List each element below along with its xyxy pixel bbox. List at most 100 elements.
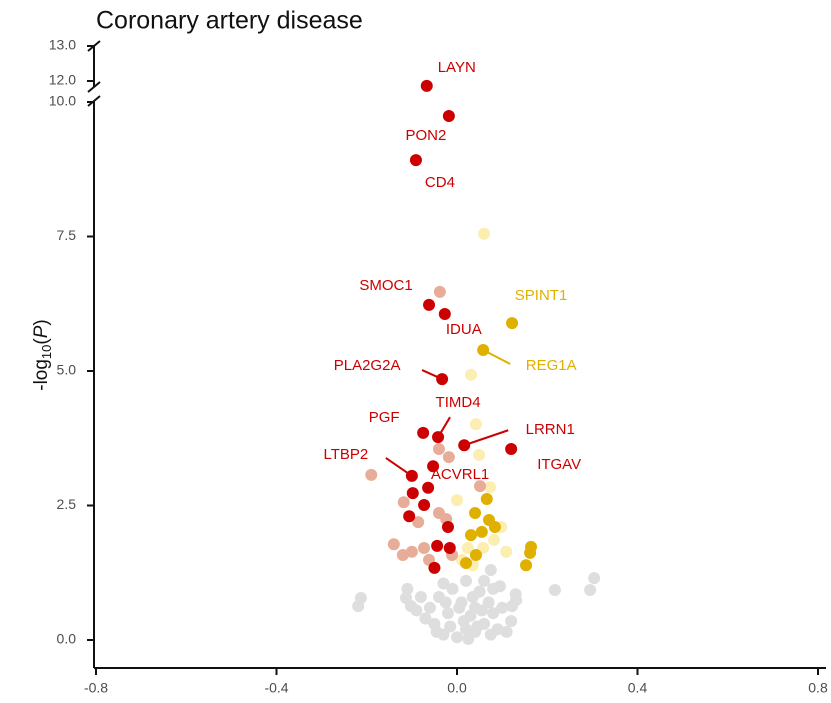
point (441, 607, 454, 620)
point (466, 590, 479, 603)
point (401, 582, 414, 595)
point-label: LRRN1 (526, 421, 575, 438)
point (462, 632, 475, 645)
point (473, 448, 486, 461)
point-label: PLA2G2A (334, 357, 401, 374)
point (418, 498, 431, 511)
point (437, 577, 450, 590)
point (403, 510, 416, 523)
point-label: PGF (369, 409, 400, 426)
point (432, 443, 445, 456)
y-tick-label: 0.0 (57, 631, 77, 647)
point (414, 590, 427, 603)
point (524, 546, 537, 559)
point (428, 561, 441, 574)
point (442, 109, 455, 122)
point (453, 601, 466, 614)
point (588, 572, 601, 585)
x-tick-label: 0.8 (808, 680, 828, 696)
point (484, 564, 497, 577)
point (464, 529, 477, 542)
point (438, 307, 451, 320)
point (460, 557, 473, 570)
point (483, 481, 496, 494)
point (487, 607, 500, 620)
point (505, 443, 518, 456)
point (446, 582, 459, 595)
y-label-part: ) (31, 319, 52, 325)
point (488, 521, 501, 534)
point (482, 596, 495, 609)
x-tick-label: 0.0 (447, 680, 467, 696)
point (488, 533, 501, 546)
point (496, 601, 509, 614)
point (419, 612, 432, 625)
point (443, 542, 456, 555)
point-label: SPINT1 (515, 287, 568, 304)
point (387, 538, 400, 551)
point (406, 487, 419, 500)
point (469, 507, 482, 520)
point (444, 620, 457, 633)
leader-line (463, 429, 509, 447)
x-tick-label: -0.8 (84, 680, 108, 696)
point (475, 604, 488, 617)
point (505, 615, 518, 628)
point (441, 521, 454, 534)
point-label: PON2 (405, 127, 446, 144)
point-label: IDUA (446, 321, 482, 338)
point (431, 539, 444, 552)
point (427, 460, 440, 473)
y-tick-label: 12.0 (49, 72, 76, 88)
point-label: CD4 (425, 174, 455, 191)
point (404, 600, 417, 613)
point (433, 285, 446, 298)
point (484, 628, 497, 641)
y-tick-label: 13.0 (49, 37, 76, 53)
point (500, 625, 513, 638)
point (423, 298, 436, 311)
y-label-part: -log (31, 359, 52, 391)
point (478, 574, 491, 587)
leader-line (421, 369, 443, 380)
axis-break (87, 81, 101, 93)
point (418, 542, 431, 555)
point (451, 494, 463, 507)
point (420, 79, 433, 92)
point (480, 493, 493, 506)
y-label-part: ( (31, 338, 52, 345)
point-label: ITGAV (537, 456, 581, 473)
point (365, 468, 378, 481)
leader-line (482, 349, 511, 365)
point (397, 496, 410, 509)
leader-line (385, 457, 413, 477)
point (471, 620, 484, 633)
y-axis-label: -log10(P) (31, 319, 54, 391)
chart-title: Coronary artery disease (96, 7, 363, 35)
point (478, 227, 491, 240)
point (506, 600, 519, 613)
point (352, 600, 365, 613)
y-tick-label: 7.5 (57, 227, 77, 243)
point (423, 601, 436, 614)
leader-line (437, 416, 451, 438)
point (412, 516, 425, 529)
axes (87, 40, 826, 669)
x-tick-label: 0.4 (628, 680, 648, 696)
point (520, 559, 533, 572)
y-label-sub: 10 (39, 345, 54, 359)
point (464, 368, 477, 381)
point (451, 631, 463, 644)
point (584, 583, 597, 596)
point (500, 545, 513, 558)
point (442, 451, 455, 464)
y-label-part: P (31, 325, 52, 338)
y-tick-label: 5.0 (57, 362, 77, 378)
y-tick-label: 2.5 (57, 496, 77, 512)
point (417, 426, 430, 439)
point-label: TIMD4 (436, 394, 481, 411)
point (460, 574, 473, 587)
point-label: SMOC1 (359, 277, 412, 294)
point-label: REG1A (526, 357, 577, 374)
